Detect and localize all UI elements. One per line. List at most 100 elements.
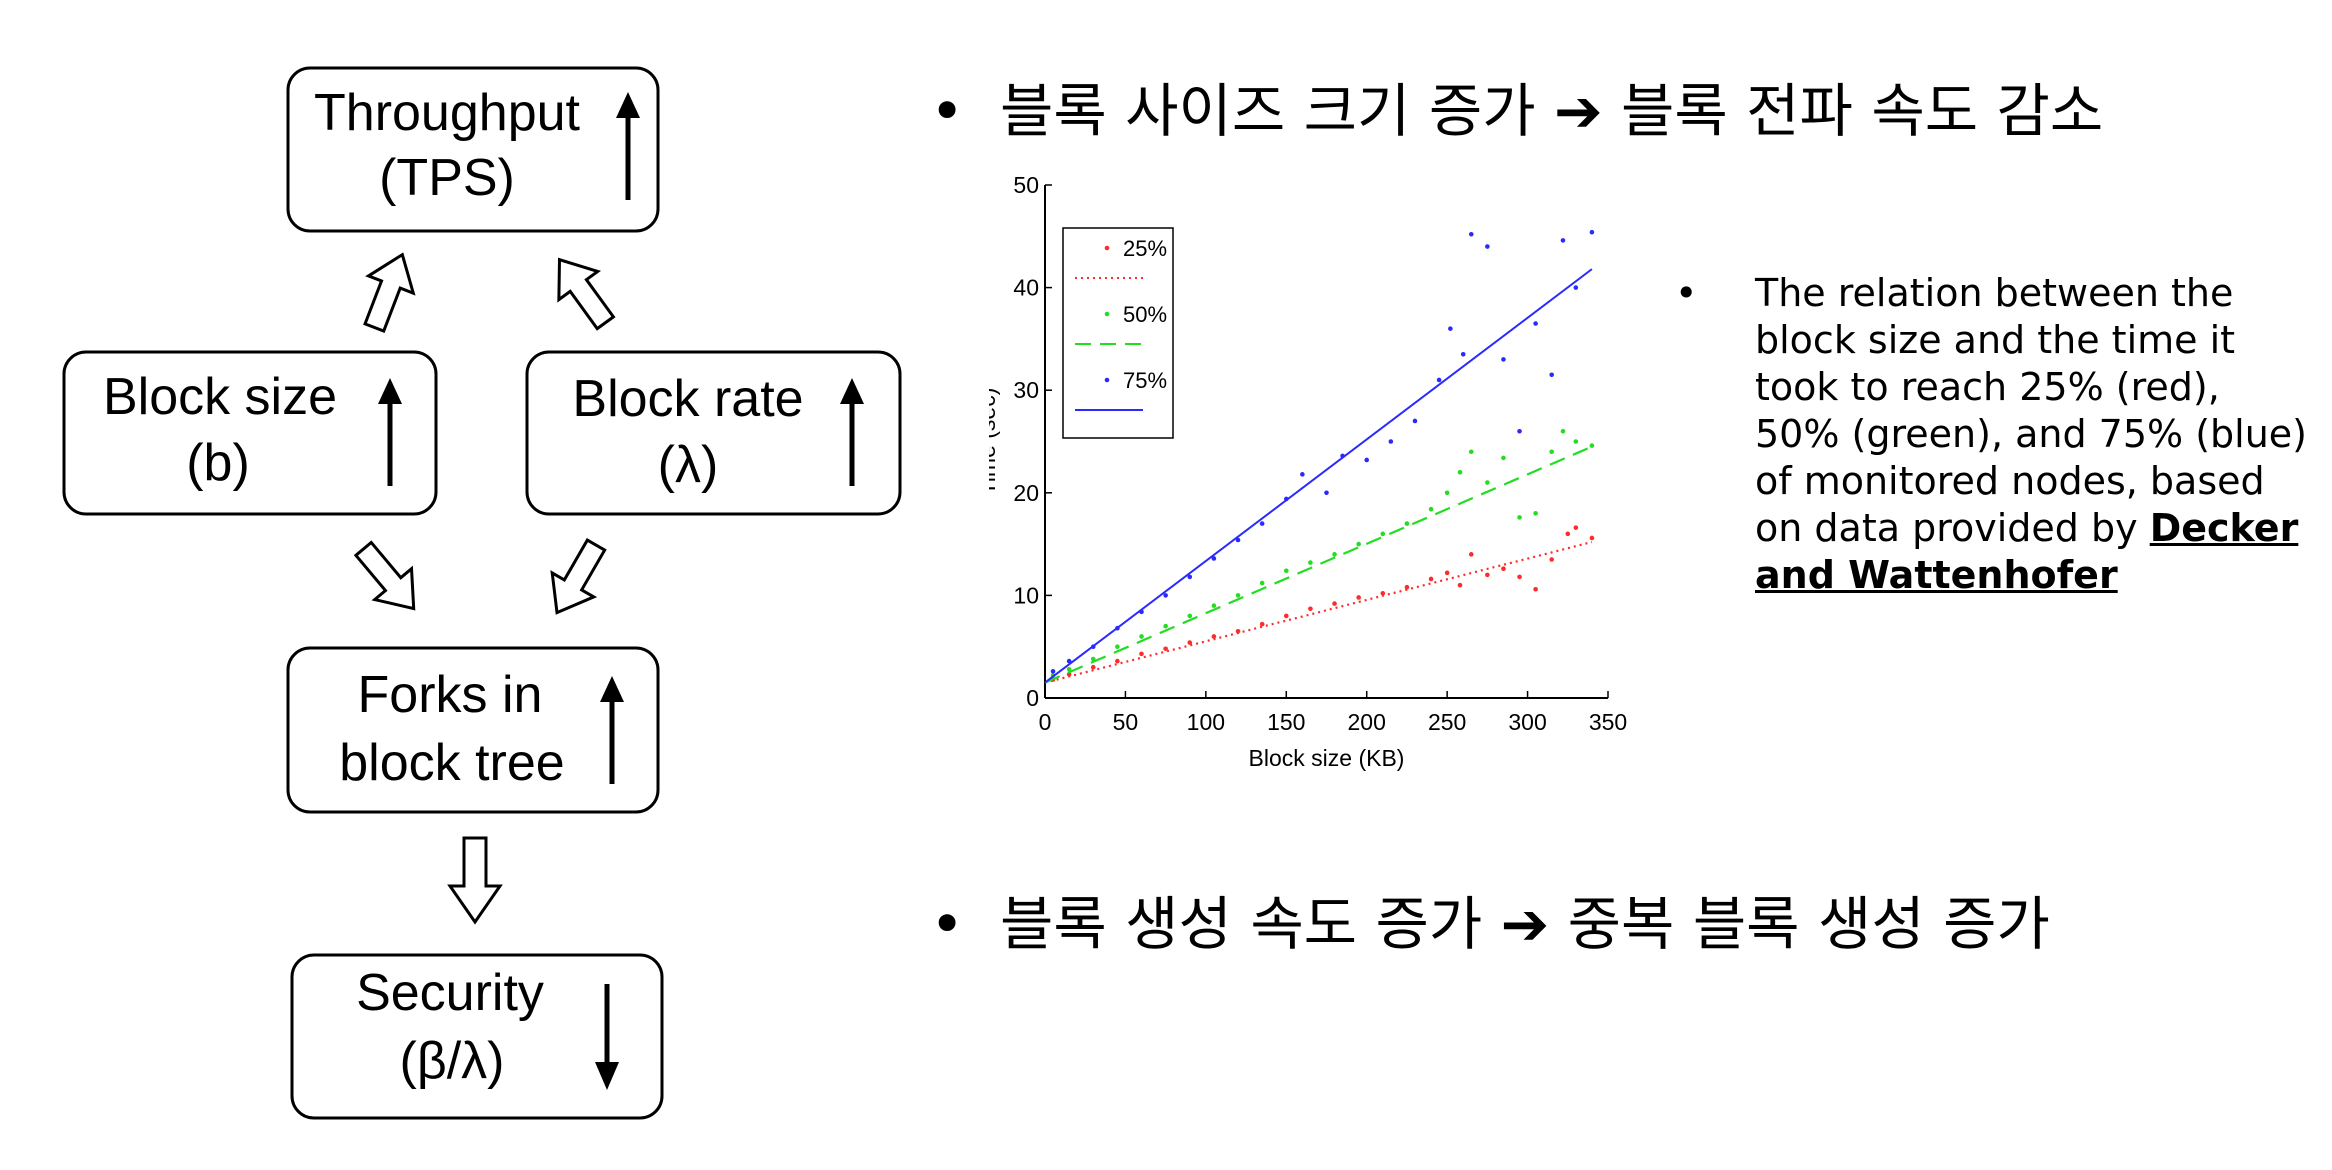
x-axis-label: Block size (KB) bbox=[1249, 745, 1405, 771]
y-tick-label: 50 bbox=[1013, 172, 1039, 198]
y-label-mask bbox=[975, 170, 989, 790]
throughput-label: Throughput bbox=[314, 84, 581, 142]
y-tick-label: 10 bbox=[1013, 582, 1039, 608]
legend-label: 25% bbox=[1123, 236, 1167, 261]
data-point bbox=[1115, 644, 1120, 649]
data-point bbox=[1448, 326, 1453, 331]
data-point bbox=[1115, 658, 1120, 664]
chart-svg: 0 50 100 150 200 250 300 350 0 10 20 30 40 50 Block si… bbox=[974, 170, 1627, 790]
data-point bbox=[1090, 644, 1096, 649]
box-forks: Forks in block tree bbox=[286, 646, 660, 814]
y-tick-label: 30 bbox=[1013, 377, 1039, 403]
x-tick-label: 300 bbox=[1508, 709, 1546, 735]
box-block-rate: Block rate (λ) bbox=[525, 350, 902, 516]
data-point bbox=[1573, 439, 1579, 444]
data-point bbox=[1308, 560, 1313, 565]
x-tick-label: 150 bbox=[1267, 709, 1305, 735]
fit-line-25% bbox=[1044, 540, 1593, 684]
data-point bbox=[1235, 629, 1241, 634]
security-label: Security bbox=[356, 964, 544, 1022]
data-point bbox=[1404, 521, 1410, 526]
x-tick-label: 350 bbox=[1589, 709, 1627, 735]
y-tick-label: 0 bbox=[1026, 685, 1039, 711]
data-point bbox=[1485, 480, 1490, 485]
data-point bbox=[1428, 576, 1434, 582]
data-point bbox=[1501, 455, 1506, 461]
data-point bbox=[1187, 613, 1193, 619]
data-point bbox=[1380, 531, 1386, 537]
legend-marker bbox=[1104, 245, 1110, 251]
data-point bbox=[1501, 357, 1506, 362]
throughput-sub: (TPS) bbox=[379, 149, 515, 207]
data-point bbox=[1235, 593, 1241, 598]
x-tick-label: 0 bbox=[1039, 709, 1052, 735]
x-tick-label: 250 bbox=[1428, 709, 1466, 735]
arrow-up-icon bbox=[378, 378, 402, 486]
data-point bbox=[1163, 623, 1168, 629]
data-point bbox=[1589, 229, 1595, 235]
data-point bbox=[1211, 556, 1217, 561]
data-point bbox=[1066, 658, 1072, 664]
bullet-text: 블록 사이즈 크기 증가 ➔ 블록 전파 속도 감소 bbox=[1000, 77, 2104, 145]
bullet-block-rate: • 블록 생성 속도 증가 ➔ 중복 블록 생성 증가 bbox=[930, 895, 2050, 953]
data-point bbox=[1517, 428, 1522, 434]
data-point bbox=[1211, 634, 1217, 639]
data-point bbox=[1139, 651, 1144, 657]
data-point bbox=[1139, 634, 1144, 639]
data-point bbox=[1460, 351, 1466, 357]
data-point bbox=[1457, 469, 1463, 475]
fit-line-50% bbox=[1044, 445, 1593, 684]
data-point bbox=[1356, 541, 1361, 547]
caption-dot: • bbox=[1675, 271, 1698, 315]
data-point bbox=[1163, 646, 1168, 652]
data-point bbox=[1115, 625, 1120, 631]
data-point bbox=[1589, 443, 1595, 448]
data-point bbox=[1235, 537, 1241, 543]
data-point bbox=[1565, 531, 1571, 537]
arrow-down-icon bbox=[595, 984, 619, 1090]
data-point bbox=[1444, 490, 1450, 496]
data-point bbox=[1444, 570, 1450, 576]
box-security: Security (β/λ) bbox=[290, 953, 664, 1120]
data-point bbox=[1388, 439, 1394, 444]
data-point bbox=[1066, 666, 1072, 672]
data-point bbox=[1428, 506, 1434, 512]
data-point bbox=[1573, 525, 1579, 530]
data-point bbox=[1533, 511, 1538, 516]
bullet-block-size: • 블록 사이즈 크기 증가 ➔ 블록 전파 속도 감소 bbox=[930, 82, 2103, 140]
data-point bbox=[1517, 574, 1522, 580]
data-point bbox=[1560, 428, 1566, 434]
legend-label: 50% bbox=[1123, 302, 1167, 327]
data-point bbox=[1259, 521, 1265, 526]
data-point bbox=[1457, 582, 1463, 588]
data-point bbox=[1300, 472, 1305, 477]
citation-link[interactable]: Decker and Wattenhofer bbox=[1755, 506, 2299, 597]
data-point bbox=[1436, 377, 1442, 383]
data-point bbox=[1163, 593, 1168, 598]
caption-text: The relation between the block size and … bbox=[1755, 271, 2308, 550]
data-point bbox=[1468, 552, 1474, 557]
data-point bbox=[1468, 231, 1474, 237]
legend-marker bbox=[1104, 311, 1110, 317]
x-tick-label: 100 bbox=[1187, 709, 1225, 735]
forks-label: Forks in bbox=[358, 666, 543, 724]
chart-caption: • The relation between the block size an… bbox=[1675, 270, 2315, 599]
arrow-up-icon bbox=[840, 378, 864, 486]
fit-line-75% bbox=[1044, 268, 1593, 684]
bullet-dot: • bbox=[930, 890, 965, 958]
hollow-arrow-icon bbox=[363, 252, 416, 333]
data-point bbox=[1324, 490, 1329, 496]
data-point bbox=[1340, 453, 1345, 459]
box-block-size: Block size (b) bbox=[62, 350, 438, 516]
hollow-arrow-icon bbox=[557, 257, 616, 331]
data-point bbox=[1066, 672, 1072, 677]
data-point bbox=[1211, 603, 1217, 608]
bullet-dot: • bbox=[930, 77, 965, 145]
hollow-arrow-icon bbox=[550, 538, 607, 615]
data-point bbox=[1517, 515, 1522, 520]
forks-sub: block tree bbox=[339, 734, 564, 792]
data-point bbox=[1332, 601, 1337, 606]
legend-box bbox=[1062, 227, 1174, 439]
block-size-label: Block size bbox=[103, 368, 337, 426]
data-point bbox=[1589, 535, 1595, 541]
